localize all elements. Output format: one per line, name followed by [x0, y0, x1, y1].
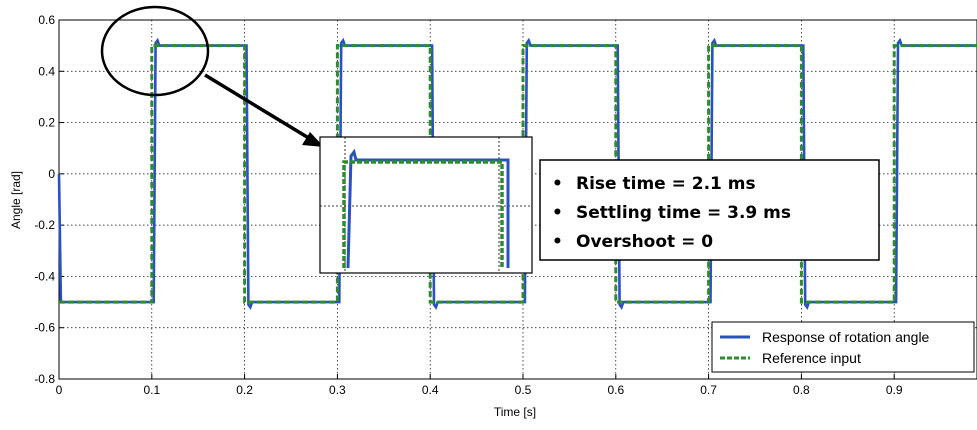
x-tick-label: 0.6 — [607, 383, 624, 397]
x-tick-label: 0.4 — [422, 383, 439, 397]
legend-label-reference: Reference input — [762, 350, 861, 366]
x-tick-label: 0.7 — [700, 383, 717, 397]
y-tick-label: -0.6 — [34, 321, 55, 335]
y-tick-label: -0.2 — [34, 218, 55, 232]
pointer-arrow — [204, 73, 324, 147]
x-tick-label: 0.9 — [886, 383, 903, 397]
y-axis-label: Angle [rad] — [9, 171, 23, 229]
annotation-box: • Rise time = 2.1 ms • Settling time = 3… — [539, 159, 880, 261]
y-tick-label: -0.4 — [34, 269, 55, 283]
bullet-3: • — [552, 232, 563, 252]
legend-label-response: Response of rotation angle — [762, 329, 930, 345]
x-tick-label: 0.5 — [515, 383, 532, 397]
x-tick-label: 0.1 — [143, 383, 160, 397]
y-tick-label: 0.2 — [38, 116, 55, 130]
annotation-rise-time: Rise time = 2.1 ms — [576, 174, 756, 194]
series-line-response — [57, 37, 977, 310]
zoom-inset — [319, 136, 533, 274]
series-lines — [57, 37, 977, 310]
y-tick-label: 0.6 — [38, 13, 55, 27]
highlight-ellipse — [100, 5, 210, 97]
y-ticks: 0.6 0.4 0.2 0 -0.2 -0.4 -0.6 -0.8 — [34, 13, 64, 386]
y-tick-label: 0 — [48, 167, 55, 181]
annotation-overshoot: Overshoot = 0 — [576, 232, 713, 252]
x-ticks: 0 0.1 0.2 0.3 0.4 0.5 0.6 0.7 0.8 0.9 — [56, 374, 903, 397]
bullet-1: • — [552, 174, 563, 194]
legend: Response of rotation angle Reference inp… — [711, 321, 975, 373]
y-tick-label: 0.4 — [38, 64, 55, 78]
annotation-settling-time: Settling time = 3.9 ms — [576, 203, 791, 223]
x-axis-label: Time [s] — [494, 405, 536, 419]
x-tick-label: 0 — [56, 383, 63, 397]
bullet-2: • — [552, 203, 563, 223]
x-tick-label: 0.2 — [236, 383, 253, 397]
x-tick-label: 0.8 — [793, 383, 810, 397]
x-tick-label: 0.3 — [329, 383, 346, 397]
y-tick-label: -0.8 — [34, 372, 55, 386]
